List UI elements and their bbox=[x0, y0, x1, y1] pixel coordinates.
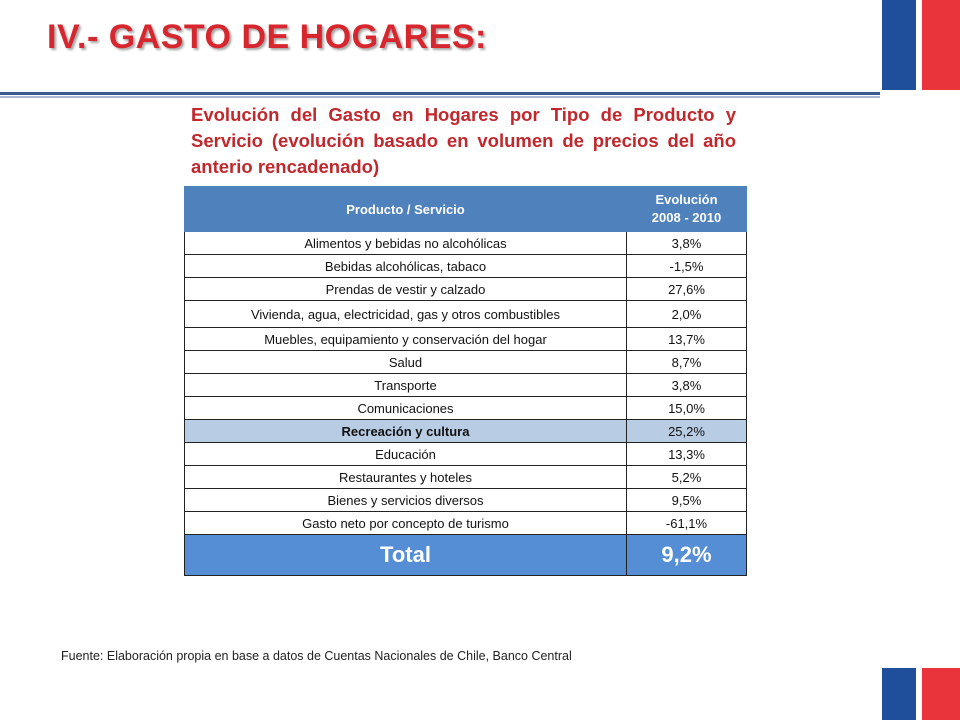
column-header-product: Producto / Servicio bbox=[184, 186, 627, 232]
table-row: Prendas de vestir y calzado 27,6% bbox=[184, 277, 747, 301]
table-row: Vivienda, agua, electricidad, gas y otro… bbox=[184, 300, 747, 328]
table-row: Transporte 3,8% bbox=[184, 373, 747, 397]
row-value: 8,7% bbox=[626, 350, 747, 374]
row-label: Muebles, equipamiento y conservación del… bbox=[184, 327, 627, 351]
column-header-evolution-line2: 2008 - 2010 bbox=[651, 210, 722, 225]
row-value: 13,3% bbox=[626, 442, 747, 466]
row-value: 2,0% bbox=[626, 300, 747, 328]
row-value: -61,1% bbox=[626, 511, 747, 535]
row-label: Bebidas alcohólicas, tabaco bbox=[184, 254, 627, 278]
column-header-evolution-line1: Evolución bbox=[655, 192, 718, 207]
title-divider-light bbox=[0, 96, 880, 98]
row-label: Salud bbox=[184, 350, 627, 374]
slide-title: IV.- GASTO DE HOGARES: bbox=[47, 18, 487, 56]
row-value: 25,2% bbox=[626, 419, 747, 443]
table-row: Educación 13,3% bbox=[184, 442, 747, 466]
table-total-row: Total 9,2% bbox=[184, 534, 747, 576]
table-row: Salud 8,7% bbox=[184, 350, 747, 374]
table-row-highlighted: Recreación y cultura 25,2% bbox=[184, 419, 747, 443]
row-value: 9,5% bbox=[626, 488, 747, 512]
table-row: Gasto neto por concepto de turismo -61,1… bbox=[184, 511, 747, 535]
row-label: Comunicaciones bbox=[184, 396, 627, 420]
row-label: Vivienda, agua, electricidad, gas y otro… bbox=[184, 300, 627, 328]
total-label: Total bbox=[184, 534, 627, 576]
row-label: Gasto neto por concepto de turismo bbox=[184, 511, 627, 535]
total-value: 9,2% bbox=[626, 534, 747, 576]
row-label: Restaurantes y hoteles bbox=[184, 465, 627, 489]
row-value: 3,8% bbox=[626, 231, 747, 255]
row-value: 15,0% bbox=[626, 396, 747, 420]
row-value: 5,2% bbox=[626, 465, 747, 489]
table-row: Bebidas alcohólicas, tabaco -1,5% bbox=[184, 254, 747, 278]
row-label: Transporte bbox=[184, 373, 627, 397]
table-caption: Evolución del Gasto en Hogares por Tipo … bbox=[191, 104, 736, 177]
row-label: Recreación y cultura bbox=[184, 419, 627, 443]
table-header-row: Producto / Servicio Evolución 2008 - 201… bbox=[184, 186, 747, 232]
row-label: Alimentos y bebidas no alcohólicas bbox=[184, 231, 627, 255]
flag-decoration-top bbox=[882, 0, 960, 90]
source-note: Fuente: Elaboración propia en base a dat… bbox=[61, 649, 572, 663]
row-value: 13,7% bbox=[626, 327, 747, 351]
table-row: Comunicaciones 15,0% bbox=[184, 396, 747, 420]
row-label: Prendas de vestir y calzado bbox=[184, 277, 627, 301]
title-divider bbox=[0, 92, 880, 95]
row-value: -1,5% bbox=[626, 254, 747, 278]
row-value: 27,6% bbox=[626, 277, 747, 301]
row-label: Bienes y servicios diversos bbox=[184, 488, 627, 512]
row-value: 3,8% bbox=[626, 373, 747, 397]
household-spending-table: Producto / Servicio Evolución 2008 - 201… bbox=[184, 186, 747, 576]
table-row: Alimentos y bebidas no alcohólicas 3,8% bbox=[184, 231, 747, 255]
row-label: Educación bbox=[184, 442, 627, 466]
column-header-evolution: Evolución 2008 - 2010 bbox=[626, 186, 747, 232]
table-row: Muebles, equipamiento y conservación del… bbox=[184, 327, 747, 351]
table-row: Restaurantes y hoteles 5,2% bbox=[184, 465, 747, 489]
table-row: Bienes y servicios diversos 9,5% bbox=[184, 488, 747, 512]
flag-decoration-bottom bbox=[882, 668, 960, 720]
